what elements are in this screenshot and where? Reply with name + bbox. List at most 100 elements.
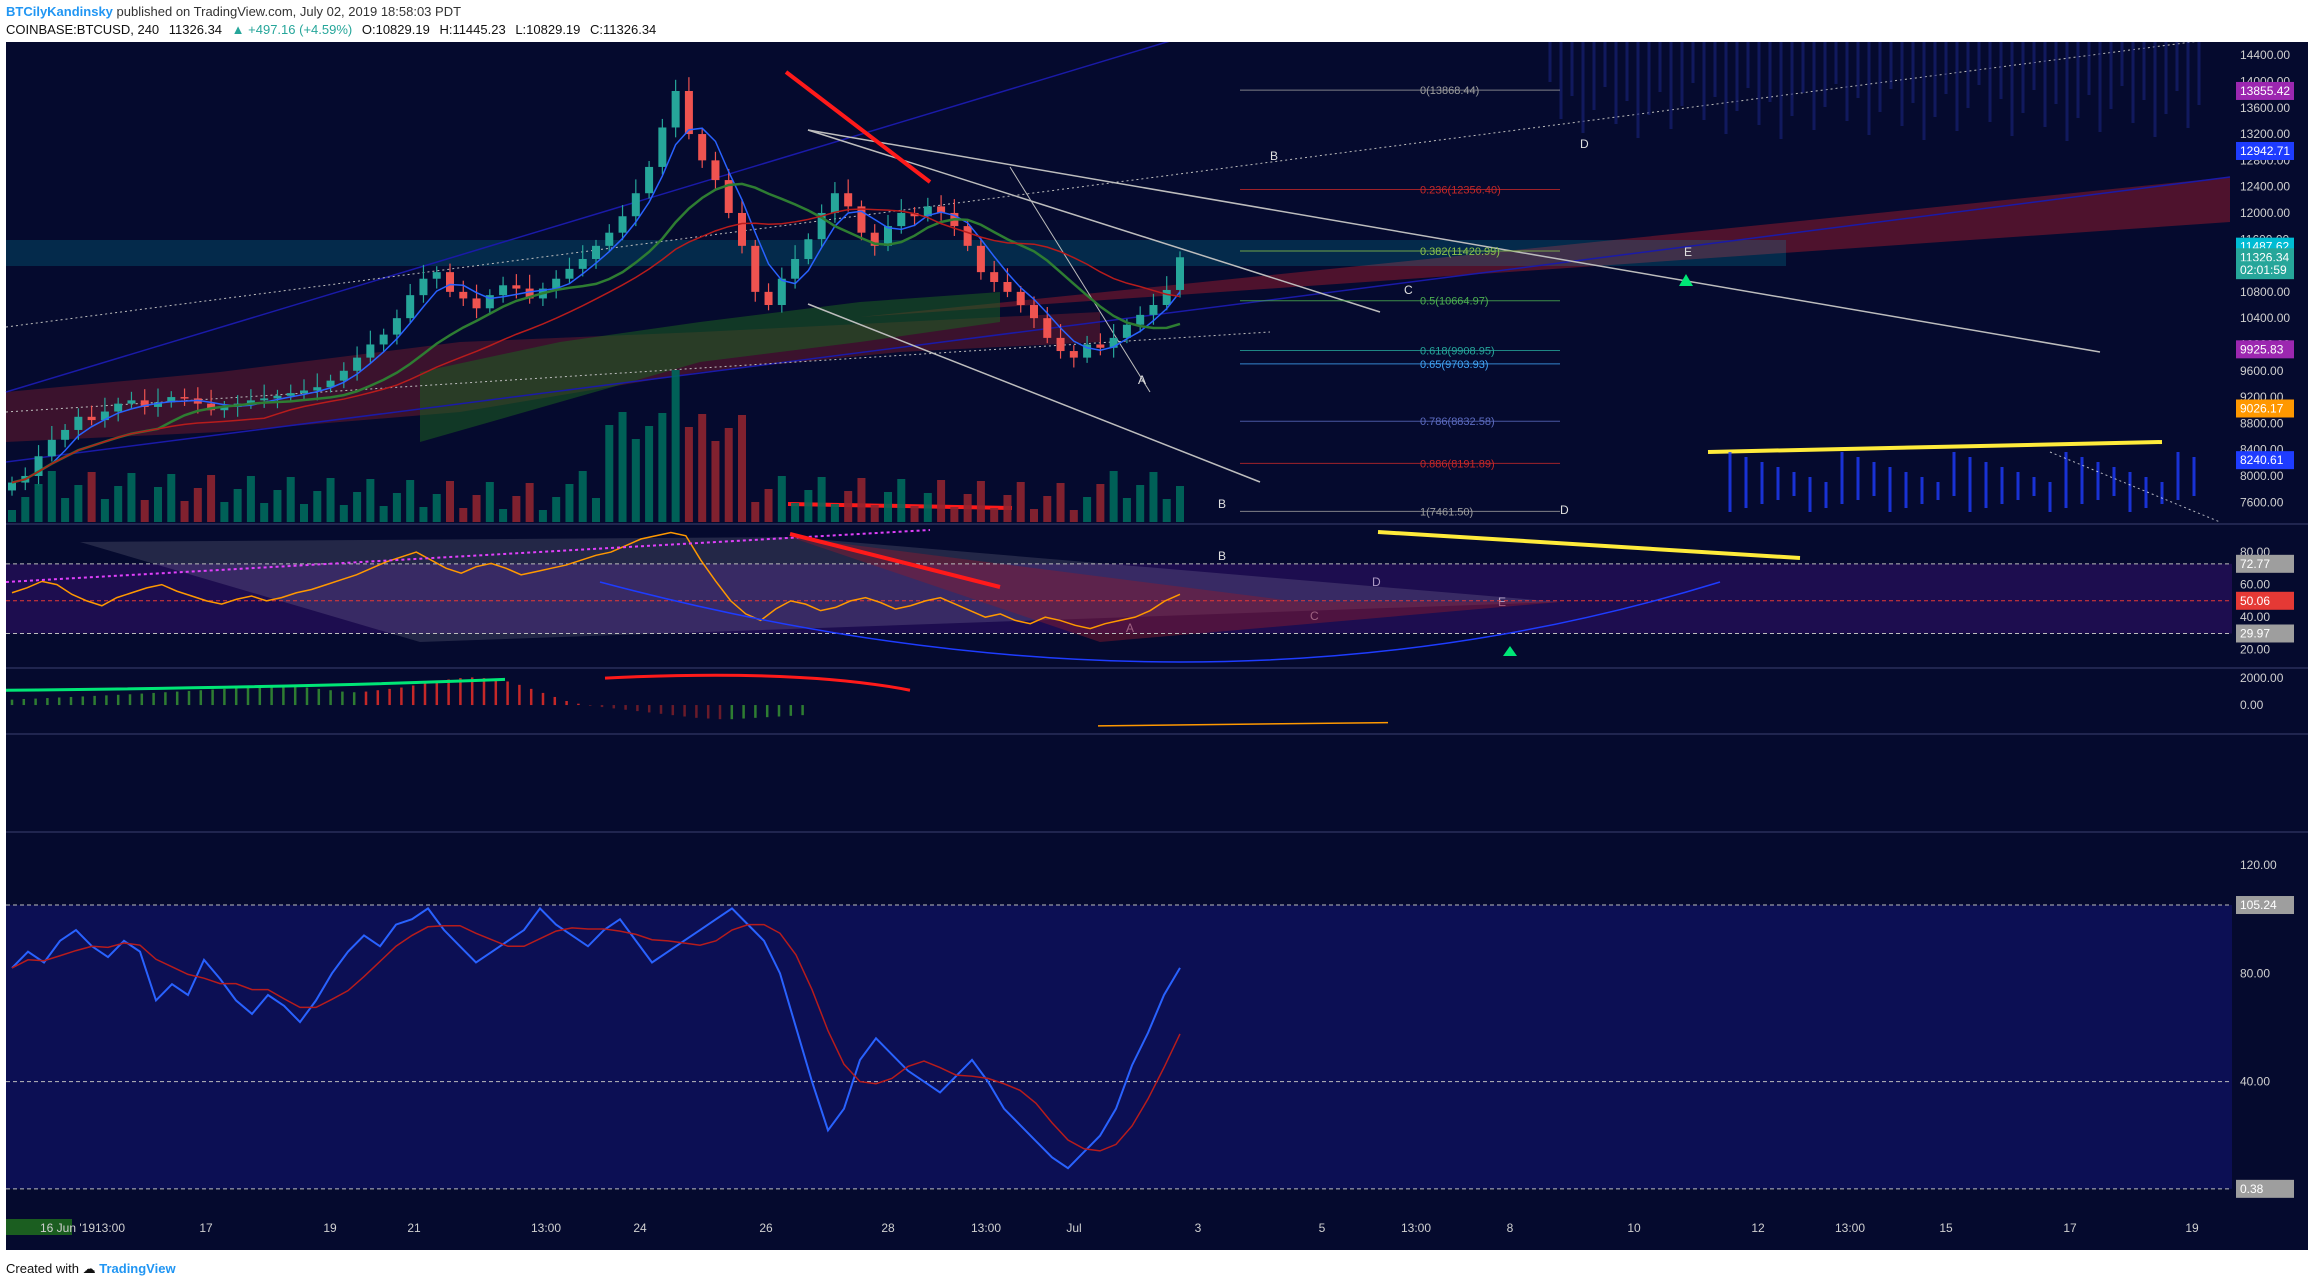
time-tick-label: Jul (1066, 1221, 1081, 1235)
stoch-tick-label: 40.00 (2240, 1075, 2270, 1089)
fib-label: 0.65(9703.93) (1420, 359, 1489, 371)
volume-bar (8, 510, 16, 522)
candle-body (658, 127, 667, 167)
candle-body (963, 226, 972, 246)
volume-bars (8, 370, 1184, 522)
time-tick-label: 19 (323, 1221, 337, 1235)
price-tag-label: 105.24 (2240, 898, 2277, 912)
volume-bar (1083, 497, 1092, 522)
candle-body (671, 90, 680, 128)
price-tick-label: 8000.00 (2240, 469, 2284, 483)
rsi-wedge (80, 537, 1560, 642)
candle-body (419, 278, 428, 296)
volume-bar (525, 483, 534, 522)
axes: 14400.0014000.0013600.0013200.0012800.00… (6, 48, 2308, 1235)
macd-pane (5, 673, 1389, 727)
price-tag-box (2236, 591, 2294, 610)
candle-body (857, 206, 866, 233)
candle-body (74, 416, 83, 430)
stoch-d-line (11, 923, 1181, 1152)
volume-bar (406, 480, 415, 522)
candle-body (1030, 305, 1038, 319)
volume-bar (910, 506, 919, 522)
time-tick-label: 28 (881, 1221, 895, 1235)
volume-bar (764, 489, 773, 522)
price-tag-label: 02:01:59 (2240, 263, 2287, 277)
ichimoku-cloud (420, 292, 1000, 442)
volume-bar (950, 507, 959, 522)
volume-bar (897, 479, 906, 522)
candle-body (870, 232, 879, 246)
rsi-label-e: E (1498, 595, 1506, 609)
author-name[interactable]: BTCilyKandinsky (6, 4, 113, 19)
time-tick-label: 10 (1627, 1221, 1641, 1235)
volume-bar (578, 471, 587, 522)
candle-body (339, 370, 348, 381)
red-trend-line (784, 70, 932, 184)
price-tick-label: 13200.00 (2240, 127, 2290, 141)
candle-body (167, 397, 176, 403)
volume-bar (684, 427, 693, 522)
candle-body (472, 298, 481, 309)
candle-body (618, 216, 627, 233)
time-tick-label: 3 (1195, 1221, 1202, 1235)
price-tag-label: 11326.34 (2240, 250, 2289, 264)
candle-body (1069, 351, 1078, 358)
volume-bar (167, 474, 176, 522)
candle-body (1083, 344, 1092, 358)
price-tick-label: 8800.00 (2240, 416, 2284, 430)
candle-body (724, 180, 733, 213)
pattern-label-b2: B (1218, 497, 1226, 511)
time-tick-label: 21 (407, 1221, 421, 1235)
candle-body (1096, 344, 1105, 348)
candle-body (286, 393, 295, 396)
candle-body (1043, 318, 1052, 338)
volume-bar (618, 412, 627, 522)
dotted-decline (2049, 451, 2221, 523)
footer-brand[interactable]: TradingView (99, 1261, 176, 1276)
last-price: 11326.34 (168, 22, 223, 37)
rsi-label-b: B (1218, 549, 1226, 563)
volume-bar (34, 484, 43, 522)
candle-body (751, 245, 760, 292)
candle-body (366, 344, 375, 358)
candle-body (777, 278, 786, 306)
candle-body (140, 400, 149, 407)
volume-bar (512, 496, 521, 522)
moving-average-line (11, 208, 1181, 484)
candle-body (180, 397, 189, 399)
volume-bar (446, 481, 454, 522)
ohlc-low: L:10829.19 (515, 22, 581, 37)
price-tag-box (2236, 896, 2294, 915)
candle-body (432, 272, 441, 279)
volume-bar (392, 493, 401, 522)
rsi-label-d: D (1372, 575, 1381, 589)
time-tick-label: 16 Jun '19 (40, 1221, 95, 1235)
volume-bar (379, 506, 388, 522)
volume-bar (1149, 472, 1158, 522)
candle-body (512, 285, 521, 289)
dotted-trend-line (5, 42, 2196, 328)
pattern-label-d: D (1580, 137, 1589, 151)
volume-bar (114, 486, 123, 522)
candle-body (738, 212, 746, 246)
price-tag-box (2236, 399, 2294, 418)
candle-body (459, 291, 468, 299)
fib-label: 0.382(11420.99) (1420, 246, 1500, 258)
volume-bar (645, 426, 654, 522)
fib-label: 0.786(8832.58) (1420, 416, 1495, 428)
candle-body (830, 193, 839, 213)
time-tick-label: 26 (759, 1221, 773, 1235)
candle-body (817, 212, 826, 240)
candle-body (910, 212, 919, 217)
price-tag-box (2236, 1179, 2294, 1198)
rsi-line (11, 531, 1181, 630)
candle-body (100, 411, 109, 421)
candle-body (844, 193, 853, 207)
candle-body (525, 288, 534, 299)
wedge-lower-line (807, 303, 1261, 483)
price-tag-label: 9026.17 (2240, 401, 2284, 415)
candle-body (326, 380, 335, 388)
candle-body (990, 272, 999, 282)
